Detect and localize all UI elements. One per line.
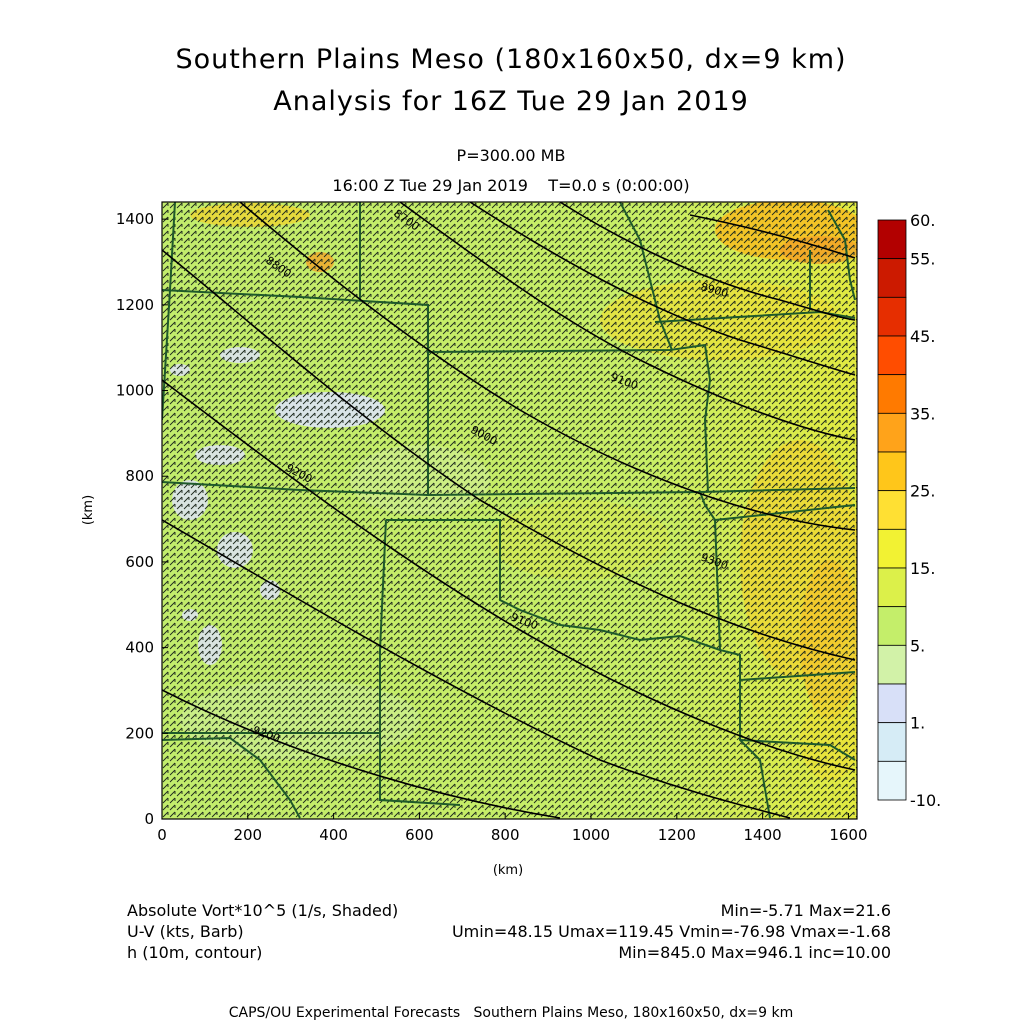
contour-field-stats: Min=845.0 Max=946.1 inc=10.00 [618,943,891,962]
color-bar-segment [877,374,907,414]
contour-field-name: h (10m, contour) [127,943,263,962]
color-bar-segment [877,606,907,646]
x-tick-label: 200 [233,826,262,844]
color-bar-segment [877,258,907,298]
y-tick-label: 1400 [116,210,154,228]
color-bar-label: 15. [910,559,935,578]
y-tick-label: 1200 [116,296,154,314]
y-tick-label: 200 [125,724,154,742]
color-bar-segment [877,722,907,762]
x-tick-label: 600 [405,826,434,844]
map-subtitle: Analysis for 16Z Tue 29 Jan 2019 [273,86,749,117]
x-tick-label: 0 [157,826,167,844]
map-plot: 9200 9100 9300 9200 9000 9100 8900 8800 … [81,201,941,878]
state-boundaries [162,202,856,819]
color-bar-segment [877,490,907,530]
color-bar-label: 55. [910,250,935,269]
color-bar-label: 45. [910,327,935,346]
color-bar-segment [877,335,907,376]
color-bar-segment [877,567,907,608]
x-tick-label: 800 [491,826,520,844]
barb-field-name: U-V (kts, Barb) [127,922,244,941]
color-bar-segment [877,412,907,453]
y-tick-label: 1000 [116,382,154,400]
y-tick-label: 400 [125,639,154,657]
y-axis-label: (km) [81,495,96,525]
color-bar-segment [877,760,907,801]
color-bar: 60. 55. 45. 35. 25. 15. 5. 1. -10. [877,211,941,810]
y-tick-label: 0 [144,810,154,828]
map-title: Southern Plains Meso (180x160x50, dx=9 k… [175,44,847,75]
shaded-field-name: Absolute Vort*10^5 (1/s, Shaded) [127,901,399,920]
color-bar-label: -10. [910,791,941,810]
color-bar-segment [877,219,907,260]
vorticity-shading: 9200 9100 9300 9200 9000 9100 8900 8800 … [162,202,857,819]
y-tick-label: 600 [125,553,154,571]
y-tick-label: 800 [125,467,154,485]
x-tick-label: 1200 [658,826,696,844]
color-bar-label: 60. [910,211,935,230]
valid-time: 16:00 Z Tue 29 Jan 2019 T=0.0 s (0:00:00… [332,176,690,195]
pressure-level: P=300.00 MB [456,146,566,165]
color-bar-segment [877,451,907,492]
color-bar-segment [877,296,907,337]
color-bar-label: 25. [910,482,935,501]
color-bar-segment [877,644,907,685]
color-bar-label: 1. [910,714,925,733]
x-tick-label: 400 [319,826,348,844]
x-axis-label: (km) [493,863,523,878]
height-contours [162,202,856,819]
barb-field-stats: Umin=48.15 Umax=119.45 Vmin=-76.98 Vmax=… [451,922,891,941]
x-tick-label: 1400 [744,826,782,844]
color-bar-segment [877,528,907,569]
x-tick-label: 1000 [572,826,610,844]
color-bar-segment [877,683,907,724]
footer-credit: CAPS/OU Experimental Forecasts Southern … [228,1005,794,1021]
color-bar-label: 35. [910,404,935,423]
plot-frame [161,201,858,820]
shaded-field-stats: Min=-5.71 Max=21.6 [720,901,891,920]
x-tick-label: 1600 [829,826,867,844]
color-bar-label: 5. [910,636,925,655]
